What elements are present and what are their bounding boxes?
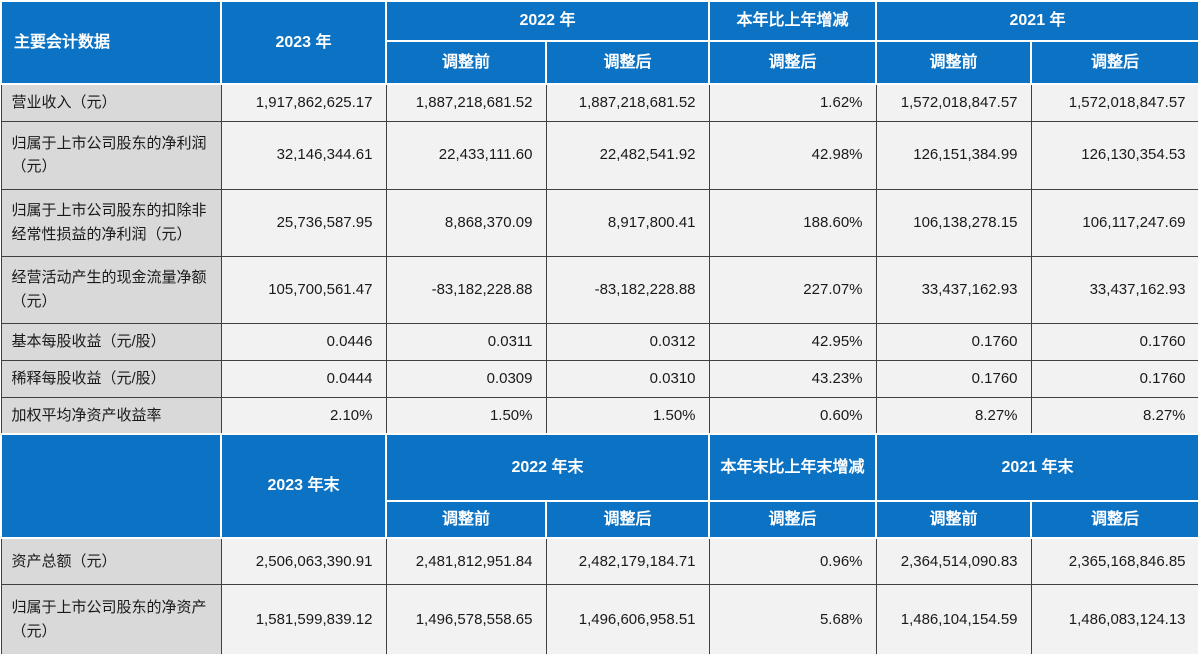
table-row: 加权平均净资产收益率 2.10% 1.50% 1.50% 0.60% 8.27%… xyxy=(0,396,1198,435)
cell-2023: 2,506,063,390.91 xyxy=(220,537,387,585)
cell-2021-post: 8.27% xyxy=(1030,396,1198,435)
table-row: 经营活动产生的现金流量净额（元） 105,700,561.47 -83,182,… xyxy=(0,255,1198,324)
cell-2023: 0.0446 xyxy=(220,322,387,361)
cell-change: 227.07% xyxy=(708,255,877,324)
cell-2022-pre: 1,496,578,558.65 xyxy=(385,583,547,654)
header-year-2022: 2022 年 xyxy=(384,0,711,42)
subheader2-change-post-adjust: 调整后 xyxy=(708,500,878,539)
cell-2021-post: 106,117,247.69 xyxy=(1030,188,1198,257)
cell-2022-pre: 1,887,218,681.52 xyxy=(385,83,547,122)
subheader2-2022-post-adjust: 调整后 xyxy=(544,500,711,539)
subheader-change-post-adjust: 调整后 xyxy=(708,40,878,85)
cell-2022-post: 1,496,606,958.51 xyxy=(545,583,710,654)
row-label-basic-eps: 基本每股收益（元/股） xyxy=(0,322,222,361)
cell-2021-pre: 0.1760 xyxy=(875,322,1032,361)
row-label-operating-cash-flow: 经营活动产生的现金流量净额（元） xyxy=(0,255,222,324)
cell-2022-pre: 0.0311 xyxy=(385,322,547,361)
subheader-2021-post-adjust: 调整后 xyxy=(1030,40,1198,85)
subheader2-2022-pre-adjust: 调整前 xyxy=(385,500,547,539)
subheader2-2021-pre-adjust: 调整前 xyxy=(875,500,1033,539)
cell-2023: 0.0444 xyxy=(220,359,387,398)
cell-2022-pre: 0.0309 xyxy=(385,359,547,398)
cell-2021-post: 1,486,083,124.13 xyxy=(1030,583,1198,654)
subheader-2022-pre-adjust: 调整前 xyxy=(385,40,547,85)
header-yearend-change: 本年末比上年末增减 xyxy=(708,433,878,502)
table-row: 归属于上市公司股东的净资产（元） 1,581,599,839.12 1,496,… xyxy=(0,583,1198,654)
subheader-2022-post-adjust: 调整后 xyxy=(544,40,711,85)
cell-2021-post: 126,130,354.53 xyxy=(1030,120,1198,190)
cell-2021-pre: 0.1760 xyxy=(875,359,1032,398)
cell-2021-pre: 126,151,384.99 xyxy=(875,120,1032,190)
subheader-2021-pre-adjust: 调整前 xyxy=(875,40,1033,85)
cell-2021-post: 1,572,018,847.57 xyxy=(1030,83,1198,122)
cell-change: 188.60% xyxy=(708,188,877,257)
table-row: 资产总额（元） 2,506,063,390.91 2,481,812,951.8… xyxy=(0,537,1198,585)
cell-change: 0.96% xyxy=(708,537,877,585)
cell-2021-pre: 2,364,514,090.83 xyxy=(875,537,1032,585)
cell-2021-post: 0.1760 xyxy=(1030,359,1198,398)
row-label-weighted-avg-roe: 加权平均净资产收益率 xyxy=(0,396,222,435)
cell-2022-pre: -83,182,228.88 xyxy=(385,255,547,324)
cell-2021-post: 0.1760 xyxy=(1030,322,1198,361)
cell-2023: 1,581,599,839.12 xyxy=(220,583,387,654)
cell-2022-post: 8,917,800.41 xyxy=(545,188,710,257)
row-label-revenue: 营业收入（元） xyxy=(0,83,222,122)
cell-2021-pre: 106,138,278.15 xyxy=(875,188,1032,257)
table-row: 归属于上市公司股东的扣除非经常性损益的净利润（元） 25,736,587.95 … xyxy=(0,188,1198,257)
cell-2023: 105,700,561.47 xyxy=(220,255,387,324)
cell-2021-post: 2,365,168,846.85 xyxy=(1030,537,1198,585)
header-yearend-2021: 2021 年末 xyxy=(875,433,1198,502)
cell-2022-post: 1.50% xyxy=(545,396,710,435)
cell-2023: 32,146,344.61 xyxy=(220,120,387,190)
cell-2023: 2.10% xyxy=(220,396,387,435)
table-row: 稀释每股收益（元/股） 0.0444 0.0309 0.0310 43.23% … xyxy=(0,359,1198,398)
cell-2022-pre: 8,868,370.09 xyxy=(385,188,547,257)
cell-2023: 25,736,587.95 xyxy=(220,188,387,257)
table-row: 基本每股收益（元/股） 0.0446 0.0311 0.0312 42.95% … xyxy=(0,322,1198,361)
cell-2022-post: 1,887,218,681.52 xyxy=(545,83,710,122)
header-main-title: 主要会计数据 xyxy=(0,0,222,85)
cell-2022-post: 0.0312 xyxy=(545,322,710,361)
cell-2021-pre: 1,572,018,847.57 xyxy=(875,83,1032,122)
cell-change: 43.23% xyxy=(708,359,877,398)
subheader2-2021-post-adjust: 调整后 xyxy=(1030,500,1198,539)
header-year-2021: 2021 年 xyxy=(875,0,1198,42)
row-label-total-assets: 资产总额（元） xyxy=(0,537,222,585)
cell-change: 42.95% xyxy=(708,322,877,361)
table-row: 归属于上市公司股东的净利润（元） 32,146,344.61 22,433,11… xyxy=(0,120,1198,190)
cell-2021-pre: 1,486,104,154.59 xyxy=(875,583,1032,654)
cell-change: 42.98% xyxy=(708,120,877,190)
table-row: 营业收入（元） 1,917,862,625.17 1,887,218,681.5… xyxy=(0,83,1198,122)
cell-2022-pre: 1.50% xyxy=(385,396,547,435)
cell-change: 5.68% xyxy=(708,583,877,654)
cell-2022-post: 0.0310 xyxy=(545,359,710,398)
row-label-deducted-net-profit: 归属于上市公司股东的扣除非经常性损益的净利润（元） xyxy=(0,188,222,257)
cell-2021-pre: 8.27% xyxy=(875,396,1032,435)
cell-2022-post: 22,482,541.92 xyxy=(545,120,710,190)
header-yearend-2023: 2023 年末 xyxy=(220,433,387,539)
cell-2023: 1,917,862,625.17 xyxy=(220,83,387,122)
header-yoy-change: 本年比上年增减 xyxy=(708,0,878,42)
cell-2022-pre: 22,433,111.60 xyxy=(385,120,547,190)
row-label-diluted-eps: 稀释每股收益（元/股） xyxy=(0,359,222,398)
header2-blank xyxy=(0,433,222,539)
row-label-net-assets: 归属于上市公司股东的净资产（元） xyxy=(0,583,222,654)
cell-2021-pre: 33,437,162.93 xyxy=(875,255,1032,324)
cell-2022-post: 2,482,179,184.71 xyxy=(545,537,710,585)
cell-change: 1.62% xyxy=(708,83,877,122)
cell-change: 0.60% xyxy=(708,396,877,435)
cell-2021-post: 33,437,162.93 xyxy=(1030,255,1198,324)
header-year-2023: 2023 年 xyxy=(220,0,387,85)
header-yearend-2022: 2022 年末 xyxy=(384,433,711,502)
row-label-net-profit: 归属于上市公司股东的净利润（元） xyxy=(0,120,222,190)
cell-2022-pre: 2,481,812,951.84 xyxy=(385,537,547,585)
cell-2022-post: -83,182,228.88 xyxy=(545,255,710,324)
